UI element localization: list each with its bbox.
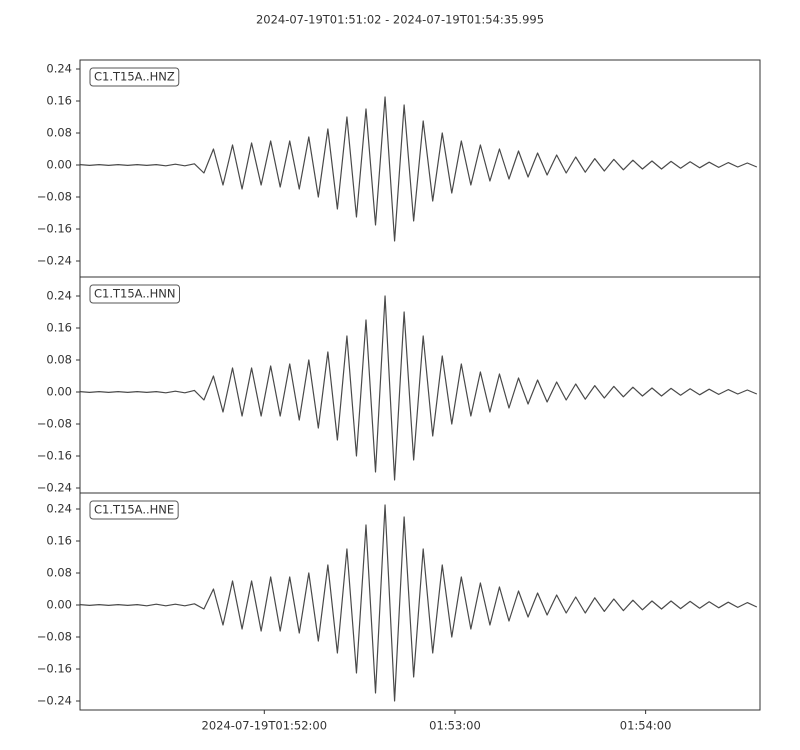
trace-label-box (89, 67, 180, 87)
y-tick-label: 0.24 (46, 502, 72, 516)
y-tick-label: 0.00 (46, 598, 72, 612)
y-tick-label: −0.08 (37, 630, 72, 644)
trace-label: C1.T15A..HNZ (94, 70, 175, 84)
panel-frame (79, 492, 761, 711)
y-tick-label: 0.08 (46, 566, 72, 580)
chart-title: 2024-07-19T01:51:02 - 2024-07-19T01:54:3… (256, 13, 544, 27)
y-tick-label: 0.24 (46, 62, 72, 76)
waveform (79, 96, 758, 242)
y-tick-label: 0.24 (46, 289, 72, 303)
x-tick-label: 01:54:00 (620, 719, 672, 733)
y-tick-label: 0.00 (46, 385, 72, 399)
y-tick-label: 0.16 (46, 321, 72, 335)
y-tick-label: −0.16 (37, 449, 72, 463)
y-tick-label: −0.08 (37, 417, 72, 431)
y-tick-label: 0.08 (46, 353, 72, 367)
y-tick-label: −0.24 (37, 481, 72, 495)
x-tick-label: 01:53:00 (429, 719, 481, 733)
y-tick-label: 0.00 (46, 158, 72, 172)
trace-label-box (89, 500, 179, 520)
y-tick-label: 0.08 (46, 126, 72, 140)
trace-label: C1.T15A..HNE (94, 503, 174, 517)
x-tick-label: 2024-07-19T01:52:00 (202, 719, 328, 733)
trace-label: C1.T15A..HNN (94, 287, 176, 301)
y-tick-label: −0.24 (37, 694, 72, 708)
waveform (79, 504, 758, 702)
y-tick-label: −0.16 (37, 222, 72, 236)
y-tick-label: −0.08 (37, 190, 72, 204)
trace-label-box (89, 284, 180, 304)
y-tick-label: 0.16 (46, 94, 72, 108)
y-tick-label: −0.24 (37, 254, 72, 268)
y-tick-label: −0.16 (37, 662, 72, 676)
waveform (79, 295, 758, 481)
y-tick-label: 0.16 (46, 534, 72, 548)
